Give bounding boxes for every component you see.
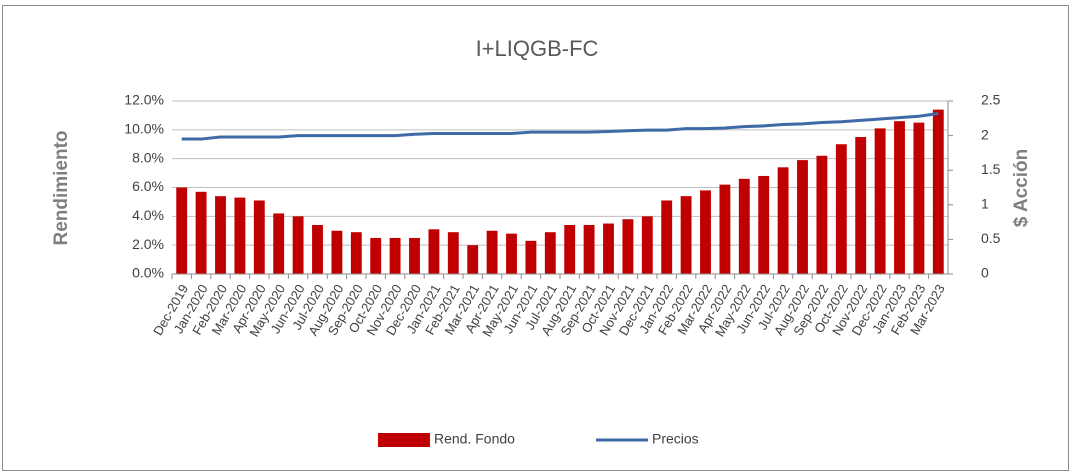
bar <box>176 187 188 274</box>
bar <box>370 237 382 274</box>
bar <box>215 196 226 274</box>
bar <box>738 178 750 274</box>
bar <box>234 197 246 274</box>
y2-tick-label: 1 <box>981 196 989 212</box>
legend-label: Precios <box>652 431 699 447</box>
bar <box>583 224 595 274</box>
y2-axis-title: $ Acción <box>1011 149 1032 228</box>
y-tick-label: 2.0% <box>132 236 164 252</box>
y-tick-label: 8.0% <box>132 149 164 165</box>
y2-tick-label: 0 <box>981 265 989 281</box>
bar <box>292 216 304 274</box>
bar <box>195 191 207 274</box>
bar <box>447 232 459 274</box>
bar <box>525 240 537 274</box>
bar <box>312 224 323 274</box>
bar <box>913 122 925 274</box>
y2-tick-label: 0.5 <box>981 230 1001 246</box>
bar <box>874 128 886 274</box>
legend-label: Rend. Fondo <box>434 431 515 447</box>
bar <box>389 237 401 274</box>
bar <box>797 160 808 274</box>
bar <box>777 167 789 274</box>
bar <box>486 230 498 274</box>
bar <box>855 137 867 274</box>
bar <box>506 233 517 274</box>
bar <box>700 190 711 274</box>
bar <box>932 109 944 275</box>
bar <box>564 224 576 274</box>
bar <box>894 121 905 274</box>
bar <box>758 175 770 274</box>
line <box>181 111 939 141</box>
legend-swatch <box>378 433 430 447</box>
bar <box>641 216 653 274</box>
bar <box>409 237 420 274</box>
y-tick-label: 4.0% <box>132 207 164 223</box>
bar <box>350 232 362 274</box>
bar <box>661 200 673 274</box>
bar <box>603 223 614 274</box>
bar <box>467 245 479 274</box>
bar <box>253 200 265 274</box>
chart-title: I+LIQGB-FC <box>476 36 599 61</box>
bar <box>273 213 285 274</box>
bar <box>428 229 440 274</box>
bar <box>816 155 828 274</box>
bar <box>835 144 847 274</box>
y2-tick-label: 2.5 <box>981 92 1001 108</box>
bar <box>719 184 731 274</box>
y-tick-label: 12.0% <box>124 92 164 108</box>
bar <box>331 230 343 274</box>
y2-tick-label: 1.5 <box>981 161 1001 177</box>
y-tick-label: 0.0% <box>132 265 164 281</box>
y-tick-label: 6.0% <box>132 178 164 194</box>
bar <box>622 219 634 274</box>
bar <box>544 232 556 274</box>
y-axis-title: Rendimiento <box>51 130 72 245</box>
y-tick-label: 10.0% <box>124 121 164 137</box>
bar <box>680 196 692 274</box>
y2-tick-label: 2 <box>981 126 989 142</box>
